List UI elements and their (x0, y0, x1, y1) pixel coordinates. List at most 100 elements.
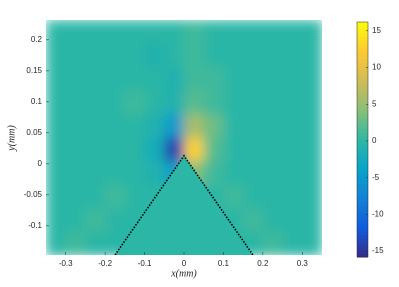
colorbar-step (357, 253, 368, 258)
colorbar-step (357, 135, 368, 140)
colorbar-step (357, 227, 368, 232)
colorbar-step (357, 84, 368, 89)
cell (46, 20, 67, 45)
cell (105, 184, 126, 209)
cell (144, 20, 165, 45)
colorbar-step (357, 113, 368, 118)
cell (65, 114, 86, 139)
colorbar-step (357, 194, 368, 199)
cell (282, 20, 303, 45)
colorbar-step (357, 29, 368, 34)
cell (164, 43, 185, 68)
colorbar-tick-label: 5 (372, 99, 377, 108)
cell (105, 114, 126, 139)
cell (65, 208, 86, 233)
x-tick-label: 0.3 (297, 259, 309, 268)
cell (144, 43, 165, 68)
colorbar-step (357, 201, 368, 207)
colorbar-step (357, 58, 368, 63)
cell (223, 67, 244, 92)
overlay-line (114, 154, 254, 255)
cell (203, 67, 224, 92)
cell (105, 137, 126, 162)
cell (184, 137, 205, 162)
cell (85, 67, 106, 92)
cell (105, 208, 126, 233)
cell (262, 43, 284, 68)
cell (302, 114, 322, 139)
colorbar-step (357, 80, 368, 85)
cell (124, 20, 146, 45)
cell (164, 20, 185, 45)
cell (262, 208, 284, 233)
colorbar-frame (356, 21, 369, 258)
colorbar-step (357, 198, 368, 203)
colorbar-step (357, 179, 368, 185)
colorbar-step (357, 62, 368, 67)
cell (144, 161, 165, 186)
colorbar-tick-label: 15 (372, 26, 381, 35)
cell (203, 20, 224, 45)
colorbar-step (357, 157, 368, 163)
colorbar-tick-label: 10 (372, 63, 381, 72)
colorbar-step (357, 212, 368, 218)
cell (105, 67, 126, 92)
cell (184, 114, 205, 139)
y-tick-label: 0.2 (31, 35, 43, 44)
cell (243, 43, 264, 68)
colorbar-step (357, 146, 368, 152)
cell (203, 43, 224, 68)
cell (262, 67, 284, 92)
cell (302, 161, 322, 186)
cell (124, 90, 146, 115)
colorbar-step (357, 95, 368, 100)
cell (262, 137, 284, 162)
field (46, 20, 322, 255)
cell (124, 67, 146, 92)
cell (262, 20, 284, 45)
cell (302, 184, 322, 209)
cell (282, 232, 303, 255)
cell (262, 114, 284, 139)
colorbar-tick-label: -15 (372, 246, 384, 255)
colorbar-step (357, 143, 368, 148)
colorbar-step (357, 216, 368, 221)
cell (262, 232, 284, 255)
cell (223, 114, 244, 139)
cell (262, 90, 284, 115)
y-axis-label: y(mm) (6, 125, 17, 152)
y-tick-label: 0.15 (26, 66, 42, 75)
x-tick-label: -0.1 (138, 259, 152, 268)
x-axis-label: x(mm) (170, 268, 197, 279)
cell (85, 114, 106, 139)
x-tick-label: -0.3 (59, 259, 73, 268)
colorbar-step (357, 231, 368, 236)
x-tick-label: 0.2 (257, 259, 269, 268)
cell (203, 114, 224, 139)
cell (144, 137, 165, 162)
cell (85, 137, 106, 162)
colorbar-step (357, 234, 368, 240)
y-tick-label: -0.05 (24, 190, 43, 199)
cell (243, 114, 264, 139)
cell (243, 184, 264, 209)
colorbar-step (357, 154, 368, 159)
cell (46, 67, 67, 92)
colorbar-step (357, 47, 368, 52)
colorbar-step (357, 73, 368, 78)
cell (46, 184, 67, 209)
overlay-region (115, 155, 253, 255)
colorbar-step (357, 121, 368, 126)
cell (262, 161, 284, 186)
cell (85, 90, 106, 115)
cell (164, 137, 185, 162)
colorbar-step (357, 110, 368, 115)
colorbar-step (357, 245, 368, 251)
cell (124, 114, 146, 139)
cell (282, 43, 303, 68)
cell (144, 90, 165, 115)
colorbar-step (357, 69, 368, 74)
y-tick-label: 0.05 (26, 128, 42, 137)
cell (46, 43, 67, 68)
